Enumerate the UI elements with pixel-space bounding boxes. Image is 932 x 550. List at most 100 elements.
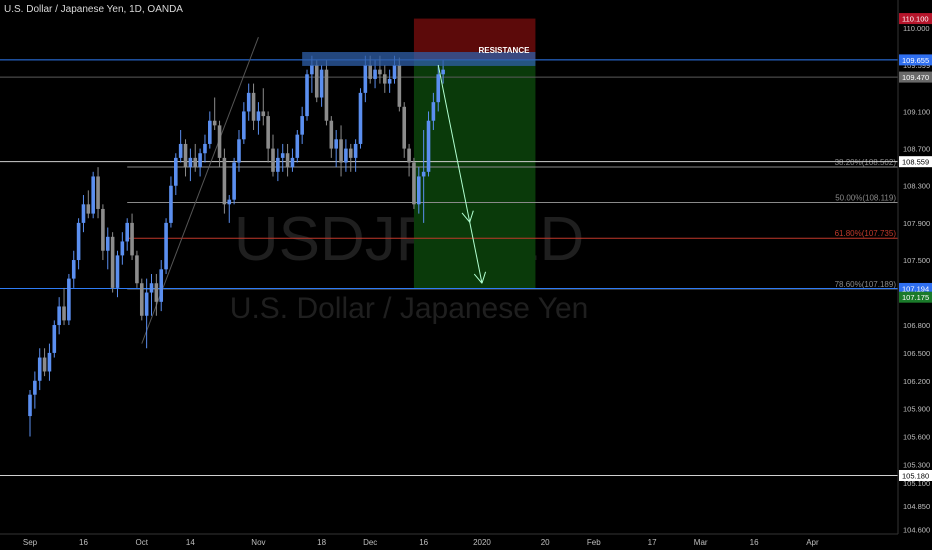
x-tick-label: 20 [541,538,550,547]
y-tick-label: 106.500 [903,349,930,358]
candle-body [208,120,212,144]
candle-body [314,65,319,98]
candle-body [280,153,285,158]
projection-arrowhead [481,271,487,284]
projection-mid-arrowhead [461,212,471,223]
candle-body [319,69,324,98]
candle-body [105,236,110,251]
candle-body [387,78,392,84]
candle-body [276,157,280,172]
price-tag [899,54,932,66]
candle-body [363,65,368,93]
candle-body [344,148,348,163]
candle-body [271,148,275,172]
x-tick-label: Feb [587,538,601,547]
candle-body [436,74,441,103]
candle-body [37,357,42,381]
candle-body [203,143,207,154]
candle-body [42,357,47,372]
candle-body [144,292,149,316]
y-tick-label: 105.300 [903,460,930,469]
chart-title: U.S. Dollar / Japanese Yen, 1D, OANDA [4,4,183,15]
candle-body [47,352,52,372]
y-tick-label: 107.900 [903,219,930,228]
x-tick-label: 17 [648,538,657,547]
x-tick-label: Mar [694,538,708,547]
candle-body [417,176,421,205]
candle-body [101,208,105,251]
candle-body [368,65,372,79]
resistance-zone [302,52,536,66]
y-tick-label: 108.700 [903,145,930,154]
x-tick-label: 14 [186,538,195,547]
price-tag-label: 107.194 [902,284,929,293]
candle-body [227,199,232,205]
y-tick-label: 110.000 [903,24,930,33]
y-tick-label: 106.800 [903,321,930,330]
candle-body [178,143,183,158]
price-tag-label: 110.100 [902,15,929,24]
y-tick-label: 105.100 [903,479,930,488]
candle-body [188,157,193,168]
candle-body [71,260,76,279]
y-tick-label: 104.600 [903,525,930,534]
candle-body [348,148,353,158]
candle-body [164,222,168,270]
candle-body [115,255,120,288]
x-tick-label: 16 [79,538,88,547]
price-tag [899,71,932,83]
take-profit-zone [413,59,536,289]
candle-body [310,65,314,75]
price-tag [899,469,932,481]
candle-body [110,236,115,288]
candle-body [135,255,139,284]
candle-body [290,157,295,168]
candle-body [193,157,198,168]
candle-body [261,111,266,117]
watermark-name: U.S. Dollar / Japanese Yen [230,292,589,325]
candle-body [373,69,377,79]
candle-body [62,306,66,321]
candle-body [125,222,129,242]
x-tick-label: Sep [23,538,38,547]
projection-mid-arrowhead [469,210,474,223]
candle-body [222,157,227,205]
candle-body [67,278,71,321]
price-tag-label: 108.559 [902,158,929,167]
candle-body [246,92,251,112]
candle-body [198,153,202,168]
projection-arrow [437,64,483,284]
projection-arrowhead [473,273,483,284]
price-tag-label: 109.655 [902,56,929,65]
candle-body [28,394,32,417]
candle-body [251,92,256,121]
price-tag-label: 105.180 [902,471,929,480]
candle-body [266,116,270,149]
candle-body [392,65,397,79]
candle-body [295,134,300,158]
y-tick-label: 106.200 [903,377,930,386]
candle-body [120,241,125,256]
price-tag [899,156,932,168]
y-tick-label: 105.900 [903,405,930,414]
x-tick-label: 16 [750,538,759,547]
candle-body [212,120,217,126]
y-tick-label: 109.599 [903,61,930,70]
x-tick-label: 18 [317,538,326,547]
y-tick-label: 105.600 [903,432,930,441]
candle-body [242,111,246,140]
candle-body [353,143,358,158]
fib-level-label: 61.80%(107.735) [835,229,897,238]
candle-body [300,116,304,135]
candle-body [382,74,387,84]
candle-body [256,111,261,121]
candle-body [154,283,159,302]
candle-body [412,162,416,205]
candle-body [91,176,95,214]
candle-body [358,92,363,144]
candle-body [397,65,402,107]
candle-body [33,380,37,395]
candle-body [232,162,236,200]
fib-level-label: 78.60%(107.189) [835,280,897,289]
